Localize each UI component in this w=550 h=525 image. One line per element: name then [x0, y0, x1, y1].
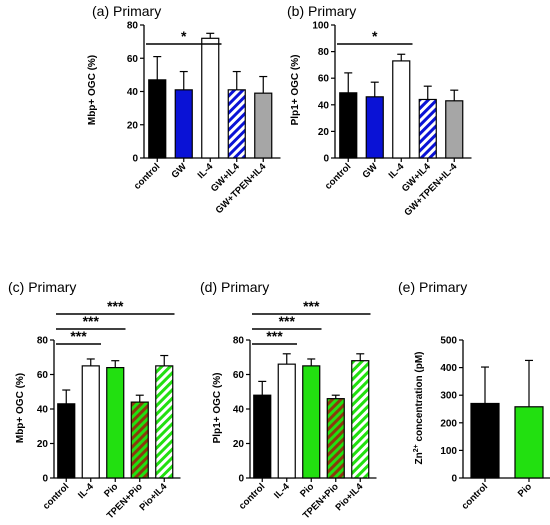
- panel-c-title: (c) Primary: [8, 279, 76, 295]
- bar: [201, 37, 220, 159]
- y-tick-label: 80: [318, 47, 330, 58]
- bar: [392, 60, 411, 159]
- category-label: control: [460, 481, 491, 512]
- y-tick-label: 60: [233, 370, 245, 381]
- y-tick-label: 0: [323, 154, 329, 165]
- bar: [253, 394, 272, 479]
- category-label: control: [237, 481, 268, 512]
- significance-label: ***: [70, 328, 87, 344]
- bar: [254, 92, 273, 159]
- panel-b-ylabel: Plp1+ OGC (%): [290, 55, 301, 126]
- y-tick-label: 60: [318, 74, 330, 85]
- category-label: Pio+IL4: [334, 481, 366, 513]
- y-tick-label: 20: [233, 439, 245, 450]
- bar: [148, 79, 167, 159]
- category-label: IL-4: [196, 161, 216, 181]
- panel-d-title: (d) Primary: [200, 279, 269, 295]
- bar: [365, 96, 384, 159]
- significance-label: ***: [107, 298, 124, 314]
- category-label: control: [132, 161, 163, 192]
- bar: [155, 365, 174, 479]
- bar: [302, 365, 321, 479]
- panel-e-plot: 0 100 200 300 400 500 control Pio: [440, 336, 550, 512]
- significance-label: ***: [83, 313, 100, 329]
- category-label: Pio: [298, 481, 316, 499]
- bar: [339, 92, 358, 159]
- significance-label: *: [372, 28, 378, 44]
- panel-e-title: (e) Primary: [398, 279, 467, 295]
- category-label: control: [41, 481, 72, 512]
- bar: [326, 398, 345, 479]
- category-label: GW: [170, 161, 189, 180]
- y-tick-label: 40: [233, 405, 245, 416]
- y-tick-label: 40: [127, 87, 139, 98]
- y-tick-label: 0: [451, 474, 457, 485]
- y-tick-label: 20: [318, 127, 330, 138]
- y-tick-label: 60: [37, 370, 49, 381]
- category-label: Pio: [516, 481, 534, 499]
- significance-label: ***: [266, 328, 283, 344]
- significance-label: ***: [279, 313, 296, 329]
- bar: [130, 401, 149, 479]
- panel-b: (b) Primary Plp1+ OGC (%) 0 20 40 60 80 100 co…: [287, 3, 472, 218]
- y-tick-label: 80: [37, 336, 49, 347]
- y-tick-label: 100: [312, 21, 329, 32]
- panel-d: (d) Primary Plp1+ OGC (%) 0 20 40 60 80 contr…: [200, 279, 377, 521]
- category-label: IL-4: [387, 161, 407, 181]
- panel-b-title: (b) Primary: [287, 3, 356, 19]
- panel-e-ylabel: Zn2+ concentration (pM): [413, 352, 425, 465]
- category-label: IL-4: [272, 481, 292, 501]
- y-tick-label: 0: [132, 154, 138, 165]
- panel-a: (a) Primary Mbp+ OGC (%) 0 20 40 60 80 contro…: [87, 3, 281, 216]
- y-tick-label: 20: [37, 439, 49, 450]
- bar: [277, 363, 296, 479]
- y-tick-label: 40: [37, 405, 49, 416]
- panel-e: (e) Primary Zn2+ concentration (pM) 0 100…: [398, 279, 550, 512]
- panel-a-title: (a) Primary: [92, 3, 161, 19]
- y-tick-label: 80: [233, 336, 245, 347]
- y-tick-label: 500: [440, 336, 457, 347]
- bar: [351, 360, 370, 479]
- y-tick-label: 100: [440, 446, 457, 457]
- y-tick-label: 80: [127, 21, 139, 32]
- y-tick-label: 40: [318, 100, 330, 111]
- bar: [514, 406, 544, 479]
- bar: [445, 100, 464, 159]
- significance-label: ***: [303, 298, 320, 314]
- bar: [106, 367, 125, 479]
- panel-a-ylabel: Mbp+ OGC (%): [87, 55, 98, 125]
- bar: [81, 365, 100, 479]
- category-label: control: [323, 161, 354, 192]
- y-tick-label: 400: [440, 363, 457, 374]
- category-label: IL-4: [76, 481, 96, 501]
- bar: [470, 402, 500, 479]
- y-tick-label: 0: [238, 474, 244, 485]
- bar: [227, 89, 246, 159]
- bar: [57, 403, 76, 479]
- panel-d-ylabel: Plp1+ OGC (%): [212, 373, 223, 444]
- y-tick-label: 60: [127, 54, 139, 65]
- panel-c: (c) Primary Mbp+ OGC (%) 0 20 40 60 80 contro…: [8, 279, 181, 521]
- category-label: GW: [361, 161, 380, 180]
- category-label: Pio+IL4: [138, 481, 170, 513]
- bar: [418, 98, 437, 159]
- y-tick-label: 300: [440, 391, 457, 402]
- category-label: Pio: [102, 481, 120, 499]
- panel-c-ylabel: Mbp+ OGC (%): [15, 373, 26, 443]
- y-tick-label: 20: [127, 120, 139, 131]
- y-tick-label: 200: [440, 418, 457, 429]
- bar: [174, 89, 193, 159]
- y-tick-label: 0: [42, 474, 48, 485]
- significance-label: *: [181, 28, 187, 44]
